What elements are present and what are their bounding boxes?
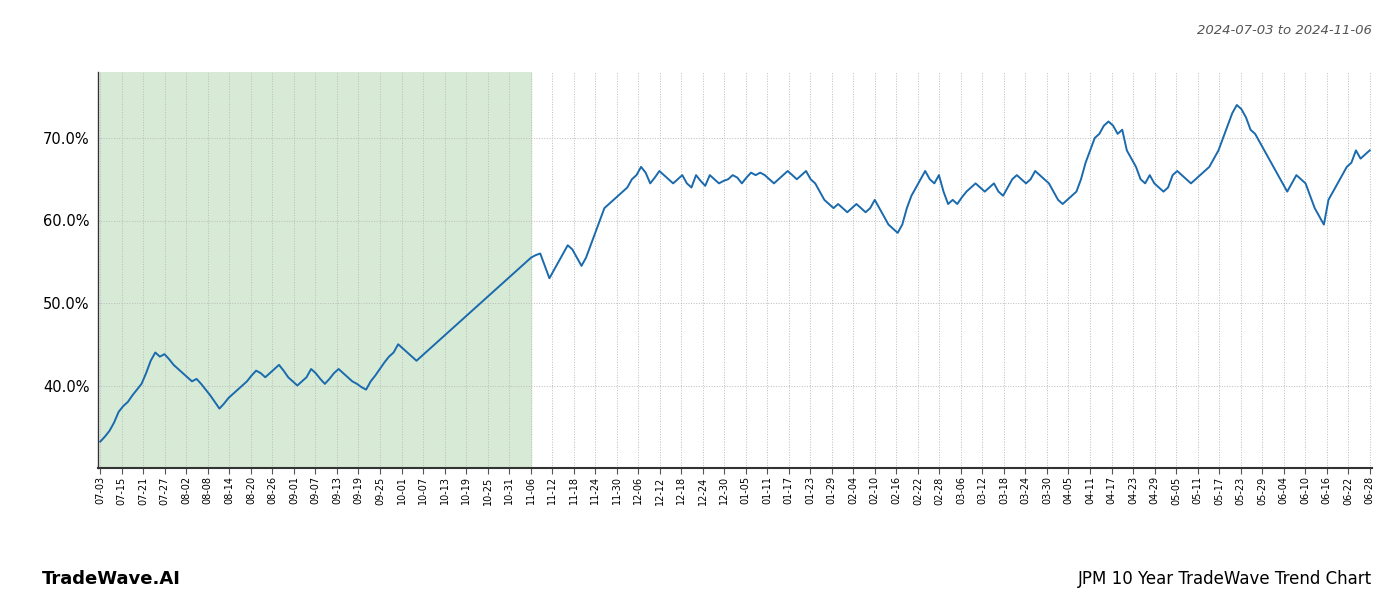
Text: TradeWave.AI: TradeWave.AI (42, 570, 181, 588)
Bar (101, 72, 531, 468)
Text: 2024-07-03 to 2024-11-06: 2024-07-03 to 2024-11-06 (1197, 24, 1372, 37)
Text: JPM 10 Year TradeWave Trend Chart: JPM 10 Year TradeWave Trend Chart (1078, 570, 1372, 588)
